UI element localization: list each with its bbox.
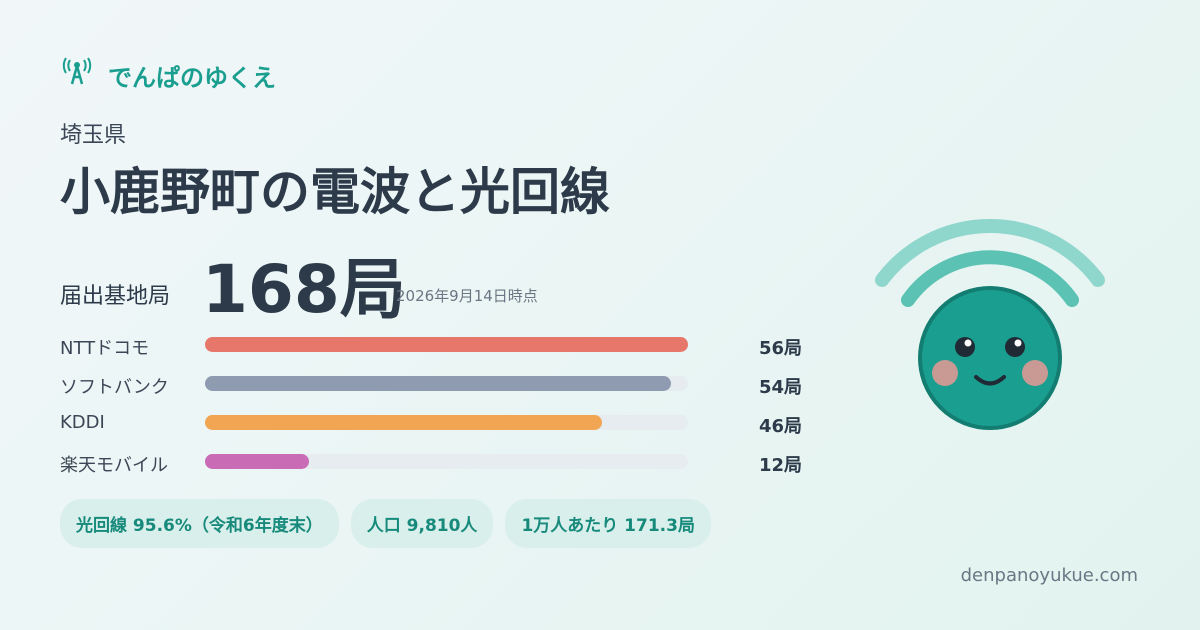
badge: 人口 9,810人 (350, 499, 494, 548)
bar-track (205, 376, 688, 391)
carrier-name: KDDI (60, 412, 105, 433)
footer: denpanoyukue.com (960, 565, 1138, 586)
bar (205, 454, 309, 469)
bar-track (205, 337, 688, 352)
prefecture: 埼玉県 (60, 123, 127, 148)
bar (205, 376, 671, 391)
total-value: 168局 (202, 251, 406, 328)
total-label: 届出基地局 (60, 284, 171, 309)
badge: 1万人あたり 171.3局 (505, 499, 711, 548)
carrier-value: 54局 (758, 377, 802, 398)
bar-track (205, 454, 688, 469)
badges: 光回線 95.6%（令和6年度末） 人口 9,810人 1万人あたり 171.3局 (60, 499, 711, 548)
brand-icon (62, 57, 92, 85)
carrier-name: 楽天モバイル (60, 455, 168, 476)
carrier-value: 12局 (758, 455, 802, 476)
mascot (875, 219, 1105, 430)
date: 2026年9月14日時点 (396, 287, 538, 305)
bar-track (205, 415, 688, 430)
carrier-value: 46局 (758, 416, 802, 437)
badge: 光回線 95.6%（令和6年度末） (60, 499, 339, 548)
bar (205, 337, 688, 352)
title: 小鹿野町の電波と光回線 (60, 163, 610, 221)
brand: でんぱのゆくえ (108, 64, 276, 92)
bar (205, 415, 602, 430)
carrier-name: NTTドコモ (60, 338, 150, 359)
carrier-name: ソフトバンク (60, 377, 169, 398)
carrier-value: 56局 (758, 338, 802, 359)
